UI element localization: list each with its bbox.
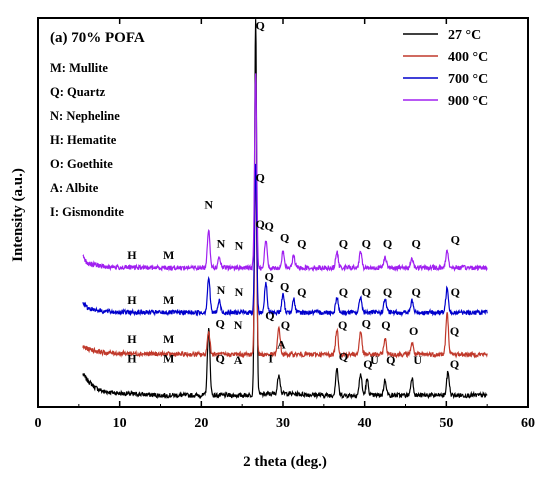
legend-entry: 700 °C <box>448 72 488 87</box>
peak-label: Q <box>339 349 348 363</box>
peak-label: Q <box>255 170 264 184</box>
x-axis-label: 2 theta (deg.) <box>243 454 327 470</box>
peak-label: A <box>234 353 243 367</box>
peak-label: M <box>163 332 174 346</box>
phase-key: M: Mullite Q: Quartz N: Nepheline H: Hemati… <box>50 61 124 219</box>
peak-label: Q <box>338 318 347 332</box>
peak-label: H <box>127 332 137 346</box>
peak-label: Q <box>280 279 289 293</box>
panel-title: (a) 70% POFA <box>50 30 145 46</box>
phase-key-entry: M: Mullite <box>50 61 108 75</box>
peak-label: Q <box>363 357 372 371</box>
peak-label: Q <box>215 351 224 365</box>
peak-label: Q <box>339 237 348 251</box>
peak-label: Q <box>297 285 306 299</box>
peak-label: Q <box>264 219 273 233</box>
peak-label: Q <box>386 353 395 367</box>
peak-label: N <box>217 237 226 251</box>
peak-label: M <box>163 293 174 307</box>
peak-label: Q <box>451 233 460 247</box>
phase-key-entry: A: Albite <box>50 181 99 195</box>
legend-entry: 27 °C <box>448 28 481 43</box>
legend-entry: 900 °C <box>448 94 488 109</box>
x-tick-label: 60 <box>521 416 535 431</box>
peak-label: Q <box>451 285 460 299</box>
peak-label: A <box>277 338 286 352</box>
peak-label: Q <box>450 357 459 371</box>
peak-label: Q <box>255 217 264 231</box>
peak-label: Q <box>281 318 290 332</box>
peak-label: N <box>204 198 213 212</box>
peak-label: Q <box>255 19 264 33</box>
series-line-2 <box>82 163 488 318</box>
x-tick-label: 30 <box>276 416 290 431</box>
peak-label: Q <box>411 237 420 251</box>
peak-label: Q <box>362 237 371 251</box>
peak-label: Q <box>339 285 348 299</box>
peak-label: U <box>370 353 379 367</box>
peak-label: U <box>413 353 422 367</box>
x-tick-label: 50 <box>439 416 453 431</box>
x-tick-label: 10 <box>113 416 127 431</box>
peak-label: N <box>235 285 244 299</box>
peak-label: Q <box>383 237 392 251</box>
peak-label: N <box>235 238 244 252</box>
peak-label: M <box>163 351 174 365</box>
peak-label: Q <box>280 231 289 245</box>
y-axis-label: Intensity (a.u.) <box>10 168 26 262</box>
peak-label: H <box>127 351 137 365</box>
peak-label: Q <box>411 285 420 299</box>
peak-label: N <box>217 283 226 297</box>
peak-label: Q <box>265 308 274 322</box>
peak-label: I <box>268 351 273 365</box>
peak-label: Q <box>297 237 306 251</box>
peak-label: O <box>409 324 418 338</box>
phase-key-entry: H: Hematite <box>50 133 117 147</box>
peak-label: Q <box>215 316 224 330</box>
peak-label: Q <box>383 285 392 299</box>
peak-label: N <box>234 318 243 332</box>
series-layer <box>82 19 488 400</box>
series-line-3 <box>82 73 488 273</box>
peak-label: Q <box>450 324 459 338</box>
phase-key-entry: O: Goethite <box>50 157 113 171</box>
series-line-1 <box>82 168 488 359</box>
peak-label: Q <box>264 270 273 284</box>
peak-label: Q <box>362 285 371 299</box>
x-tick-label: 0 <box>35 416 42 431</box>
series-line-0 <box>82 19 488 400</box>
x-tick-label: 40 <box>358 416 372 431</box>
phase-key-entry: Q: Quartz <box>50 85 106 99</box>
peak-label: Q <box>381 318 390 332</box>
legend: 27 °C 400 °C 700 °C 900 °C <box>403 28 488 109</box>
peak-label: Q <box>362 316 371 330</box>
peak-label: H <box>127 248 137 262</box>
legend-entry: 400 °C <box>448 50 488 65</box>
phase-key-entry: N: Nepheline <box>50 109 120 123</box>
x-tick-label: 20 <box>194 416 208 431</box>
peak-label: M <box>163 248 174 262</box>
peak-label: H <box>127 293 137 307</box>
phase-key-entry: I: Gismondite <box>50 205 124 219</box>
axes-layer: 0 10 20 30 40 50 60 <box>35 18 535 431</box>
